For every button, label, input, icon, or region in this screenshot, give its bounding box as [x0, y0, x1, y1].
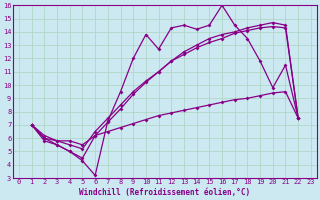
X-axis label: Windchill (Refroidissement éolien,°C): Windchill (Refroidissement éolien,°C)	[79, 188, 251, 197]
